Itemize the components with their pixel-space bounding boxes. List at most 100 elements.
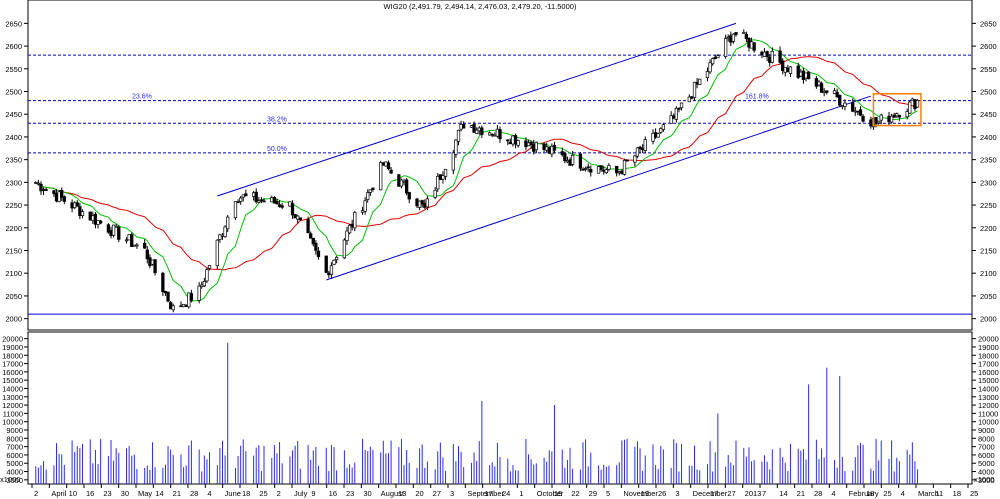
candle-body — [62, 196, 66, 202]
candle-body — [171, 305, 175, 311]
candle-body — [853, 110, 857, 113]
candle-body — [52, 190, 56, 194]
x-tick-label: 3 — [450, 489, 454, 498]
x-tick-label: 28 — [190, 489, 198, 498]
candle-body — [731, 33, 736, 42]
volume-tick-label: 5000 — [6, 459, 23, 468]
candle-body — [589, 168, 593, 173]
x-tick-label: 15 — [554, 489, 562, 498]
x-tick-label: 23 — [103, 489, 111, 498]
volume-scale-label: x1000 — [0, 475, 20, 484]
x-tick-label: 18 — [866, 489, 874, 498]
candle-body — [838, 94, 842, 106]
volume-tick-label: 16000 — [2, 368, 23, 377]
candle-body — [254, 191, 258, 203]
x-tick-label: 13 — [398, 489, 406, 498]
candle-body — [109, 230, 113, 236]
candle-body — [869, 119, 873, 127]
candle-body — [73, 202, 77, 208]
x-tick-label: 16 — [329, 489, 337, 498]
y-tick-label: 2250 — [5, 201, 22, 210]
candle-body — [799, 71, 803, 77]
candle-body — [200, 284, 204, 288]
candle-body — [814, 78, 819, 87]
candle-body — [166, 291, 170, 302]
candle-body — [314, 242, 318, 251]
x-tick-label: 18 — [242, 489, 250, 498]
x-tick-label: 21 — [173, 489, 181, 498]
candle-body — [905, 111, 909, 118]
candle-body — [379, 162, 383, 191]
volume-tick-label: 8000 — [6, 434, 23, 443]
candle-body — [334, 256, 339, 261]
candle-body — [163, 291, 168, 294]
volume-tick-label: 17000 — [2, 360, 23, 369]
candle-body — [368, 189, 372, 193]
chart-frame — [27, 0, 973, 485]
candle-body — [360, 210, 365, 213]
x-tick-label: 30 — [121, 489, 129, 498]
candle-body — [552, 144, 557, 151]
candle-body — [329, 265, 334, 275]
candle-body — [669, 115, 673, 124]
x-tick-label: 20 — [415, 489, 423, 498]
candle-body — [804, 72, 808, 79]
candle-body — [493, 134, 497, 137]
candle-body — [218, 234, 222, 240]
candle-body — [184, 305, 188, 307]
candle-body — [262, 200, 266, 203]
candle-body — [524, 140, 528, 148]
candle-body — [825, 90, 829, 93]
candle-body — [713, 56, 717, 60]
candle-body — [487, 132, 492, 136]
volume-tick-label: 10000 — [978, 418, 999, 427]
candle-body — [272, 197, 277, 204]
candle-body — [858, 109, 863, 116]
candle-body — [511, 135, 515, 145]
candle-body — [288, 201, 292, 207]
candle-body — [441, 175, 445, 180]
price-panel-border — [27, 0, 973, 331]
candle-body — [270, 197, 274, 203]
volume-tick-label: 3000 — [978, 476, 995, 485]
volume-tick-label: 4000 — [978, 468, 995, 477]
candle-body — [583, 168, 588, 170]
candle-body — [353, 212, 357, 229]
candle-body — [41, 188, 46, 192]
volume-tick-label: 18000 — [2, 351, 23, 360]
candle-body — [145, 249, 149, 260]
candle-body — [78, 206, 82, 217]
candle-body — [498, 129, 502, 140]
right-axis: 2000 2050 2100 2150 2200 2250 2300 2350 2400 2450… — [972, 19, 999, 485]
candle-body — [114, 225, 118, 228]
candle-body — [306, 219, 310, 234]
candle-body — [280, 205, 284, 208]
y-tick-label: 2550 — [5, 65, 22, 74]
candle-body — [404, 179, 409, 194]
candle-body — [290, 203, 295, 216]
candle-body — [168, 302, 173, 310]
candle-body — [75, 202, 79, 207]
candle-body — [54, 192, 59, 202]
x-tick-label: November — [623, 489, 658, 498]
candle-body — [475, 129, 479, 134]
x-tick-label: 17 — [710, 489, 718, 498]
candle-body — [34, 182, 38, 184]
volume-tick-label: 6000 — [6, 451, 23, 460]
candle-body — [251, 192, 256, 197]
candle-body — [417, 200, 422, 208]
candle-body — [153, 259, 157, 274]
volume-tick-label: 14000 — [2, 384, 23, 393]
volume-tick-label: 10000 — [2, 418, 23, 427]
candle-body — [879, 114, 883, 121]
candle-body — [462, 123, 466, 129]
candle-body — [423, 202, 427, 208]
candle-body — [459, 124, 463, 130]
candle-body — [239, 197, 243, 202]
candle-body — [389, 169, 393, 174]
y-tick-label: 2300 — [5, 178, 22, 187]
candle-body — [181, 303, 186, 308]
candle-body — [677, 107, 681, 110]
candle-body — [781, 60, 785, 71]
candle-body — [88, 211, 92, 221]
